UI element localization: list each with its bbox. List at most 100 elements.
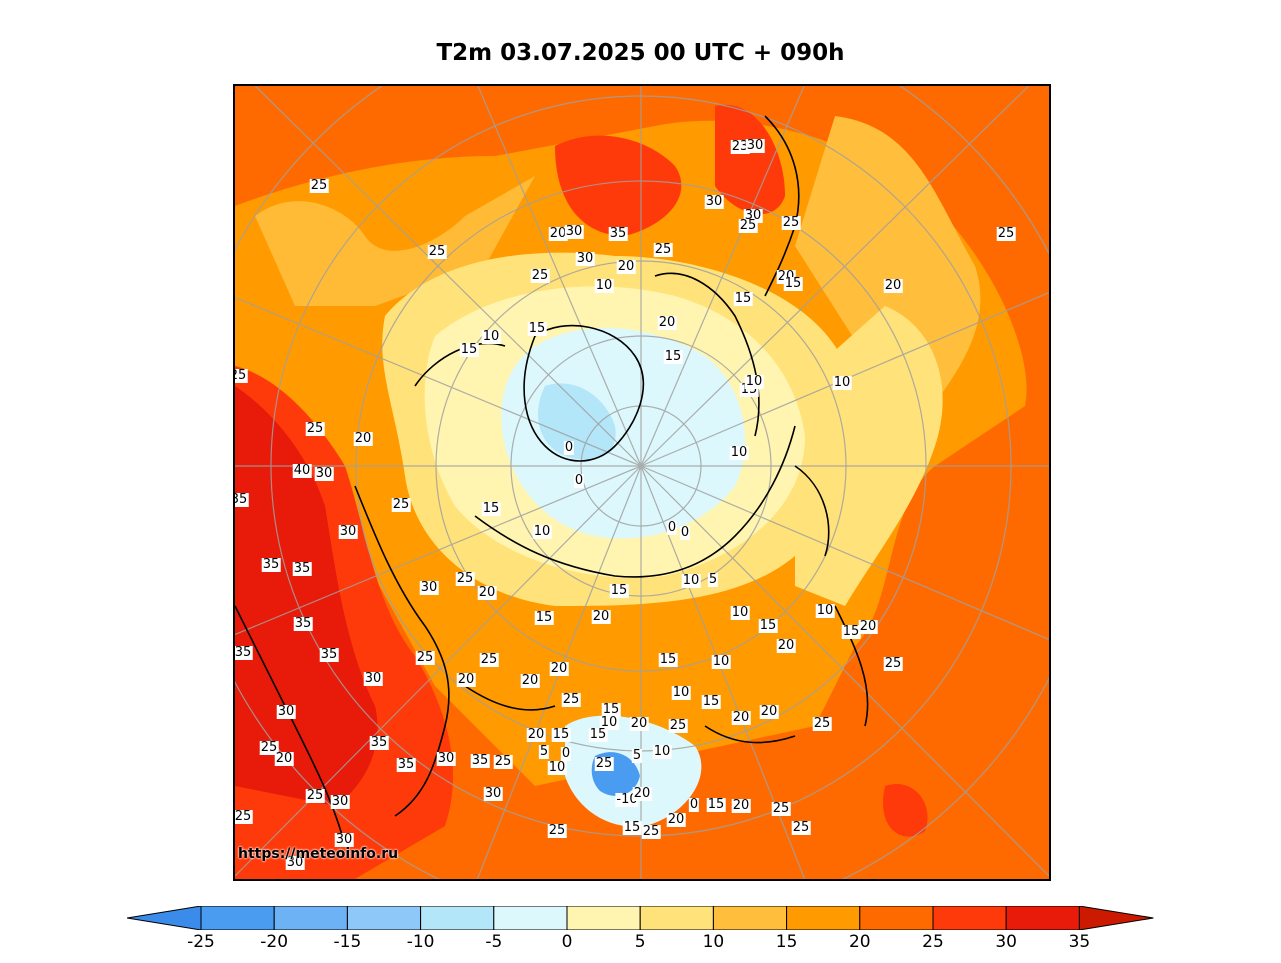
temperature-map-svg: [235, 86, 1049, 879]
contour-label: 15: [658, 652, 678, 667]
colorbar-tick-label: -15: [333, 932, 362, 952]
contour-label: 20: [629, 716, 649, 731]
contour-label: 15: [663, 349, 683, 364]
contour-label: 0: [563, 440, 575, 455]
colorbar-tick-label: 35: [1068, 932, 1091, 952]
contour-label: 15: [622, 820, 642, 835]
colorbar-tick-label: 5: [634, 932, 646, 952]
contour-label: 10: [652, 744, 672, 759]
contour-label: 15: [733, 291, 753, 306]
colorbar-swatch: [786, 906, 861, 930]
contour-label: 10: [481, 329, 501, 344]
contour-label: 35: [369, 735, 389, 750]
contour-label: 35: [608, 226, 628, 241]
contour-label: 0: [666, 520, 678, 535]
contour-label: 20: [548, 226, 568, 241]
contour-label: 15: [701, 694, 721, 709]
contour-label: 30: [436, 751, 456, 766]
contour-label: 25: [305, 421, 325, 436]
colorbar-tick-label: 0: [561, 932, 573, 952]
contour-label: 30: [334, 832, 354, 847]
contour-label: 10: [681, 573, 701, 588]
contour-label: 15: [481, 501, 501, 516]
contour-label: 10: [599, 715, 619, 730]
contour-label: 5: [631, 748, 643, 763]
colorbar-swatch: [859, 906, 934, 930]
contour-label: 15: [551, 727, 571, 742]
contour-label: 20: [477, 585, 497, 600]
contour-label: 23: [730, 139, 750, 154]
contour-label: 15: [527, 321, 547, 336]
contour-label: 25: [781, 215, 801, 230]
temperature-map: 25 25 20 30 35 25 30 20 25 10 10 15 15 20 15 23 30 30 30 25…: [233, 84, 1051, 881]
contour-label: 15: [783, 276, 803, 291]
contour-label: 20: [591, 609, 611, 624]
contour-label: 35: [319, 647, 339, 662]
contour-label: 20: [456, 672, 476, 687]
contour-label: 30: [564, 224, 584, 239]
colorbar-tick-label: 20: [848, 932, 871, 952]
contour-label: 0: [688, 797, 700, 812]
contour-label: 15: [601, 702, 621, 717]
contour-label: 10: [730, 605, 750, 620]
contour-label: 20: [776, 638, 796, 653]
contour-label: 35: [396, 757, 416, 772]
contour-label: 20: [657, 315, 677, 330]
contour-label: 15: [588, 727, 608, 742]
colorbar-swatch: [273, 906, 348, 930]
colorbar: [127, 906, 1154, 930]
contour-label: 25: [653, 242, 673, 257]
contour-label: 25: [479, 652, 499, 667]
contour-label: 30: [338, 524, 358, 539]
contour-label: 25: [883, 656, 903, 671]
contour-label: 10: [711, 654, 731, 669]
contour-label: 30: [363, 671, 383, 686]
chart-title: T2m 03.07.2025 00 UTC + 090h: [436, 40, 845, 66]
contour-label: 30: [419, 580, 439, 595]
contour-label: 25: [530, 268, 550, 283]
contour-label: 20: [632, 786, 652, 801]
contour-label: 15: [459, 342, 479, 357]
contour-label: 15: [706, 797, 726, 812]
colorbar-swatch: [200, 906, 275, 930]
contour-label: 20: [858, 619, 878, 634]
colorbar-tick-label: -10: [406, 932, 435, 952]
contour-label: 35: [234, 645, 253, 660]
contour-label: 25: [305, 788, 325, 803]
contour-label: 25: [561, 692, 581, 707]
contour-label: 30: [575, 251, 595, 266]
contour-label: 10: [815, 603, 835, 618]
contour-label: 25: [235, 369, 248, 383]
contour-label: 20: [731, 710, 751, 725]
contour-label: 30: [276, 704, 296, 719]
contour-label: 20: [616, 259, 636, 274]
colorbar-tick-label: 15: [775, 932, 798, 952]
contour-label: 10: [532, 524, 552, 539]
contour-label: 25: [812, 716, 832, 731]
colorbar-tick-label: -5: [485, 932, 503, 952]
contour-label: 35: [235, 493, 249, 507]
colorbar-max-arrow: [1078, 906, 1154, 930]
contour-label: 25: [791, 820, 811, 835]
colorbar-swatch: [566, 906, 641, 930]
source-url[interactable]: https://meteoinfo.ru: [238, 846, 399, 862]
contour-label: 20: [666, 812, 686, 827]
contour-label: 30: [483, 786, 503, 801]
contour-label: 25: [455, 571, 475, 586]
colorbar-swatch: [712, 906, 788, 930]
contour-label: 25: [427, 244, 447, 259]
contour-label: 15: [758, 618, 778, 633]
contour-label: 20: [883, 278, 903, 293]
contour-label: 20: [731, 798, 751, 813]
contour-label: 25: [594, 756, 614, 771]
contour-label: 15: [609, 583, 629, 598]
contour-label: 30: [285, 855, 305, 870]
colorbar-tick-label: -25: [187, 932, 215, 952]
colorbar-tick-label: 25: [922, 932, 944, 952]
contour-label: 25: [996, 226, 1016, 241]
contour-label: 25: [641, 824, 661, 839]
contour-label: 25: [738, 218, 758, 233]
contour-label: 20: [520, 673, 540, 688]
contour-label: 25: [771, 801, 791, 816]
contour-label: 25: [309, 178, 329, 193]
